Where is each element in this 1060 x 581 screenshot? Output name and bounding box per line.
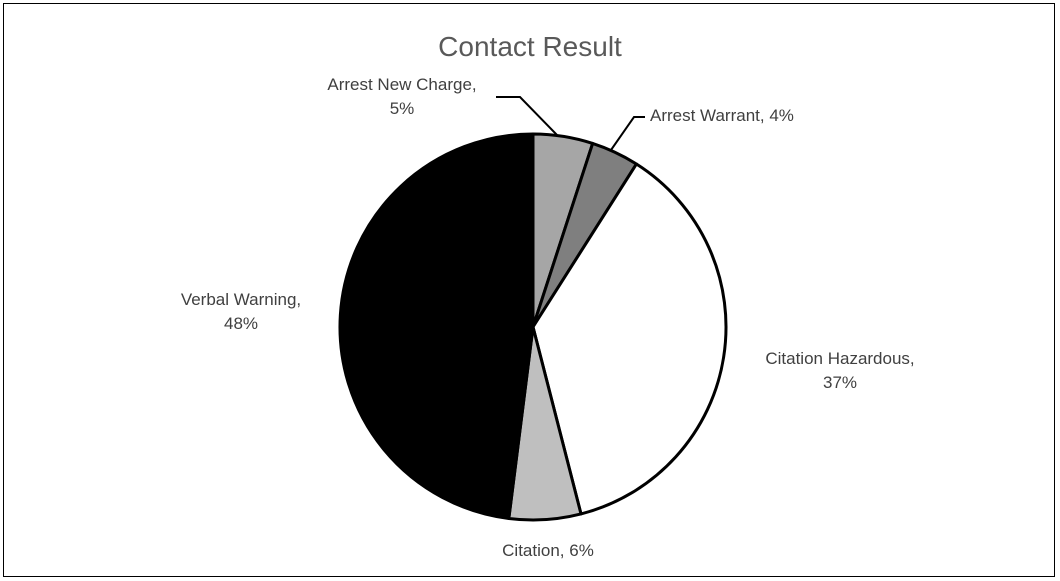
data-label-citation-hazardous: Citation Hazardous, 37% <box>765 349 914 392</box>
data-label-arrest-warrant: Arrest Warrant, 4% <box>650 106 794 125</box>
data-label-line: Verbal Warning, <box>181 290 301 309</box>
data-label-line: 48% <box>224 314 258 333</box>
pie-slice-verbal-warning <box>338 132 535 520</box>
data-label-line: Arrest Warrant, 4% <box>650 106 794 125</box>
data-label-line: Citation, 6% <box>502 541 594 560</box>
leader-line-arrest-new-charge <box>496 96 558 136</box>
data-label-line: 5% <box>390 99 415 118</box>
pie-slices <box>338 132 728 522</box>
leader-lines <box>496 96 645 151</box>
data-label-citation: Citation, 6% <box>502 541 594 560</box>
data-label-line: Arrest New Charge, <box>327 75 476 94</box>
data-label-line: Citation Hazardous, <box>765 349 914 368</box>
data-label-arrest-new-charge: Arrest New Charge, 5% <box>327 75 476 118</box>
data-label-verbal-warning: Verbal Warning, 48% <box>181 290 301 333</box>
leader-line-arrest-warrant <box>610 116 645 151</box>
pie-slice-citation-hazardous <box>531 162 728 516</box>
data-labels: Arrest New Charge, 5% Arrest Warrant, 4% Ci… <box>181 75 915 560</box>
chart-title: Contact Result <box>438 31 622 62</box>
data-label-line: 37% <box>823 373 857 392</box>
